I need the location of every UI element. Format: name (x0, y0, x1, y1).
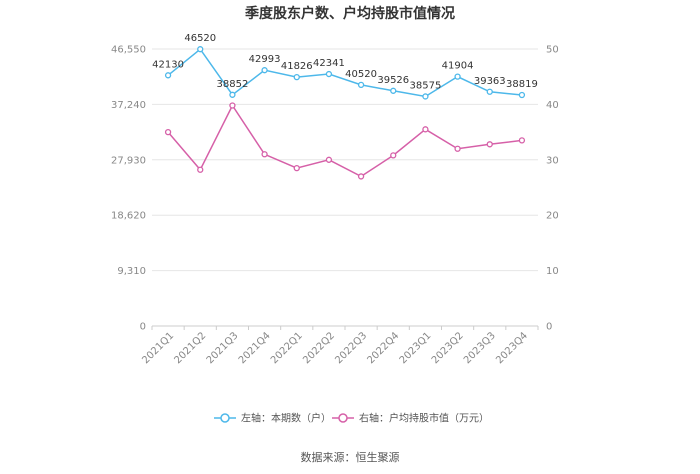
data-label: 42993 (249, 54, 281, 65)
data-label: 41904 (442, 61, 474, 72)
x-tick-label: 2023Q3 (462, 330, 498, 366)
series-line (167, 48, 522, 98)
data-label: 40520 (345, 69, 377, 80)
x-tick-label: 2023Q4 (494, 330, 530, 366)
grid (152, 48, 538, 327)
data-label: 38575 (410, 80, 442, 91)
data-point (229, 102, 236, 109)
data-label: 42130 (152, 59, 184, 70)
x-tick-label: 2021Q4 (237, 330, 273, 366)
data-point (486, 141, 493, 148)
data-point (422, 126, 429, 133)
data-label: 39363 (474, 76, 506, 87)
data-point (390, 87, 397, 94)
right-tick-label: 20 (546, 211, 559, 222)
right-tick-label: 50 (546, 45, 559, 56)
legend[interactable]: 左轴：本期数（户） 右轴：户均持股市值（万元） (214, 412, 489, 425)
data-point (197, 46, 204, 53)
legend-label: 左轴：本期数（户） (241, 412, 331, 425)
right-axis: 0 10 20 30 40 50 (546, 45, 559, 333)
right-tick-label: 10 (546, 266, 559, 277)
data-label: 41826 (281, 61, 313, 72)
data-label: 38819 (506, 79, 538, 90)
right-tick-label: 30 (546, 155, 559, 166)
right-tick-label: 0 (546, 322, 552, 333)
data-label: 39526 (377, 75, 409, 86)
data-point (229, 91, 236, 98)
left-tick-label: 37,240 (111, 100, 146, 111)
x-tick-label: 2023Q2 (430, 330, 466, 366)
x-axis: 2021Q12021Q22021Q32021Q42022Q12022Q22022… (140, 326, 539, 366)
left-tick-label: 18,620 (111, 211, 146, 222)
data-point (164, 72, 172, 79)
series-line (167, 104, 523, 178)
data-point (390, 152, 397, 159)
left-tick-label: 27,930 (111, 155, 146, 166)
legend-item[interactable]: 右轴：户均持股市值（万元） (332, 412, 489, 425)
data-point (261, 151, 268, 158)
data-point (422, 93, 429, 100)
x-tick-label: 2021Q3 (205, 330, 241, 366)
legend-item[interactable]: 左轴：本期数（户） (214, 412, 331, 425)
chart-title: 季度股东户数、户均持股市值情况 (244, 5, 455, 22)
x-tick-label: 2022Q1 (269, 330, 305, 366)
x-tick-label: 2021Q1 (140, 330, 176, 366)
legend-marker (338, 413, 348, 423)
legend-marker (220, 413, 230, 423)
data-source: 数据来源：恒生聚源 (301, 450, 400, 464)
x-tick-label: 2022Q3 (333, 330, 369, 366)
x-tick-label: 2022Q2 (301, 330, 337, 366)
data-label: 46520 (184, 33, 216, 44)
x-tick-label: 2023Q1 (398, 330, 434, 366)
left-tick-label: 0 (140, 322, 146, 333)
data-point (325, 70, 333, 78)
left-tick-label: 46,550 (111, 45, 146, 56)
right-tick-label: 40 (546, 100, 559, 111)
data-point (518, 137, 526, 144)
data-point (293, 164, 300, 172)
data-point (518, 91, 526, 99)
series-2 (164, 102, 526, 180)
x-tick-label: 2022Q4 (366, 330, 402, 366)
data-point (325, 156, 333, 163)
data-point (261, 67, 268, 74)
data-point (357, 81, 365, 89)
data-point (357, 173, 365, 180)
legend-label: 右轴：户均持股市值（万元） (359, 412, 489, 425)
left-tick-label: 9,310 (117, 266, 146, 277)
data-point (293, 73, 300, 81)
data-label: 42341 (313, 58, 345, 69)
data-point (454, 73, 461, 80)
data-point (454, 145, 461, 152)
data-point (197, 166, 204, 173)
data-point (486, 88, 493, 95)
x-tick-label: 2021Q2 (173, 330, 209, 366)
data-point (164, 128, 172, 136)
left-axis: 0 9,310 18,620 27,930 37,240 46,550 (111, 45, 146, 333)
data-label: 38852 (217, 79, 249, 90)
